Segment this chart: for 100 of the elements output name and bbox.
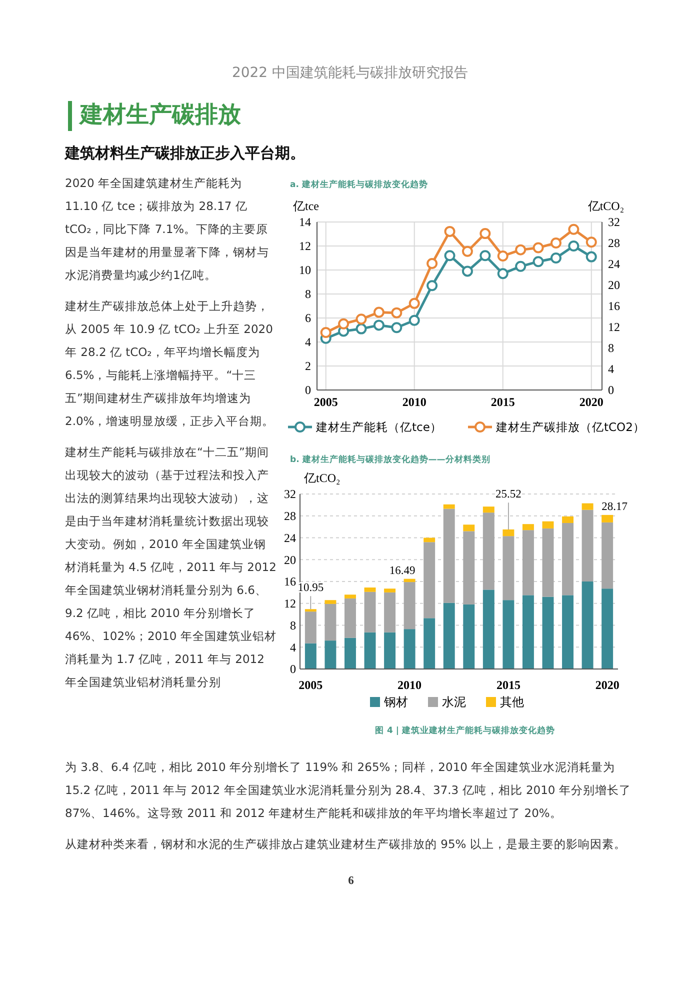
y2-tick-label: 0	[608, 383, 614, 398]
y-tick-label: 20	[284, 552, 296, 567]
y-tick-label: 16	[284, 574, 296, 589]
y-tick-label: 0	[305, 383, 311, 398]
point	[408, 298, 420, 309]
y-tick-label: 4	[290, 640, 296, 654]
bar	[324, 640, 336, 669]
x-tick-label: 2015	[496, 678, 520, 692]
point	[532, 256, 544, 268]
point	[462, 266, 473, 277]
y-tick-label: 10	[299, 263, 311, 278]
point	[586, 236, 597, 248]
bar	[522, 530, 534, 596]
text: 为 3.8、6.4 亿吨，相比 2010 年分别增长了 119% 和 265%；同样，2010 年全国建筑业水泥消耗量为 15.2 亿吨，2011 年与 2012 年全国建筑业水泥消耗量分别为 28.4、37.3 亿吨，相比 2010 年分别增长了 87%、146%。这导致 2011 和 2012 年建材生产能耗和碳排放的年平均增长率超过了 20%。	[65, 759, 632, 822]
point	[568, 240, 580, 252]
y2-tick-label: 4	[608, 362, 614, 376]
y-tick-label: 0	[290, 662, 296, 676]
point	[515, 244, 526, 256]
bar	[582, 582, 594, 669]
bar	[443, 504, 455, 509]
bar	[443, 508, 455, 603]
bar	[364, 592, 376, 632]
point	[444, 226, 456, 237]
point	[444, 250, 456, 262]
x-tick-label: 2020	[595, 678, 620, 692]
bar	[424, 618, 436, 669]
bar	[404, 629, 416, 669]
point	[391, 307, 402, 318]
y2-tick-label: 16	[608, 299, 620, 314]
legend-label: 建材生产能耗（亿tce）	[315, 420, 442, 434]
legend-label: 钢材	[383, 695, 408, 710]
x-tick-label: 2010	[398, 678, 422, 692]
bar	[304, 643, 316, 669]
legend-label: 其他	[500, 695, 524, 710]
bar	[364, 632, 376, 669]
point	[408, 314, 420, 326]
y-tick-label: 2	[305, 359, 311, 374]
point	[426, 258, 438, 269]
bar	[424, 538, 436, 542]
legend-label: 建材生产碳排放（亿tCO2）	[495, 420, 645, 434]
bar	[562, 595, 574, 669]
chart-title: b. 建材生产能耗与碳排放变化趋势——分材料类别	[290, 454, 490, 465]
bar	[344, 638, 356, 669]
point	[373, 306, 384, 318]
chart-title: a. 建材生产能耗与碳排放变化趋势	[290, 179, 428, 190]
bar	[602, 588, 614, 669]
y-tick-label: 24	[284, 530, 296, 545]
point	[373, 320, 384, 331]
bar	[502, 600, 514, 669]
bar	[482, 590, 494, 669]
y-axis-title: 亿tce	[292, 199, 319, 213]
point	[586, 251, 597, 262]
point	[532, 242, 544, 254]
y-tick-label: 14	[299, 215, 311, 230]
bar	[463, 604, 475, 669]
point	[568, 224, 580, 235]
y-tick-label: 4	[305, 335, 311, 350]
bar	[324, 604, 336, 641]
text: 2022 中国建筑能耗与碳排放研究报告	[230, 64, 470, 83]
total-label: 16.49	[389, 564, 416, 577]
bar	[602, 514, 614, 522]
text: 建筑材料生产碳排放正步入平台期。	[65, 143, 305, 164]
y-tick-label: 28	[284, 509, 296, 524]
y-tick-label: 8	[305, 287, 311, 302]
bar	[502, 536, 514, 600]
point	[356, 323, 367, 334]
total-label: 28.17	[602, 500, 628, 513]
y2-tick-label: 32	[608, 215, 620, 230]
x-tick-label: 2020	[579, 395, 604, 409]
total-label: 25.52	[496, 488, 522, 501]
y-tick-label: 12	[299, 239, 311, 254]
bar	[424, 542, 436, 618]
point	[497, 268, 508, 280]
point	[515, 260, 526, 272]
point	[462, 246, 473, 257]
text: 2020 年全国建筑建材生产能耗为 11.10 亿 tce；碳排放为 28.17 亿 tCO₂，同比下降 7.1%。下降的主要原因是当年建材的用量显著下降，钢材与水泥消费量均减少约1亿吨。	[65, 175, 270, 284]
bar	[482, 512, 494, 590]
bar	[542, 521, 554, 528]
point	[480, 250, 491, 262]
y2-tick-label: 28	[608, 236, 620, 250]
bar	[404, 578, 416, 582]
y-tick-label: 12	[284, 596, 296, 611]
bar	[522, 524, 534, 530]
y2-tick-label: 24	[608, 257, 620, 272]
legend-label: 水泥	[442, 695, 466, 710]
text: 从建材种类来看，钢材和水泥的生产碳排放占建筑业建材生产碳排放的 95% 以上，是最主要的影响因素。	[65, 836, 627, 853]
bar	[463, 531, 475, 604]
text: 建材生产碳排放	[80, 101, 241, 130]
bar	[384, 632, 396, 669]
bar	[304, 612, 316, 644]
bar	[304, 609, 316, 612]
bar	[482, 506, 494, 513]
bar	[404, 582, 416, 630]
bar	[502, 529, 514, 536]
x-tick-label: 2005	[298, 678, 323, 692]
y2-tick-label: 8	[608, 341, 614, 356]
caption: 图 4 | 建筑业建材生产能耗与碳排放变化趋势	[374, 724, 556, 738]
point	[550, 238, 562, 248]
bar	[582, 510, 594, 582]
bar	[384, 588, 396, 592]
